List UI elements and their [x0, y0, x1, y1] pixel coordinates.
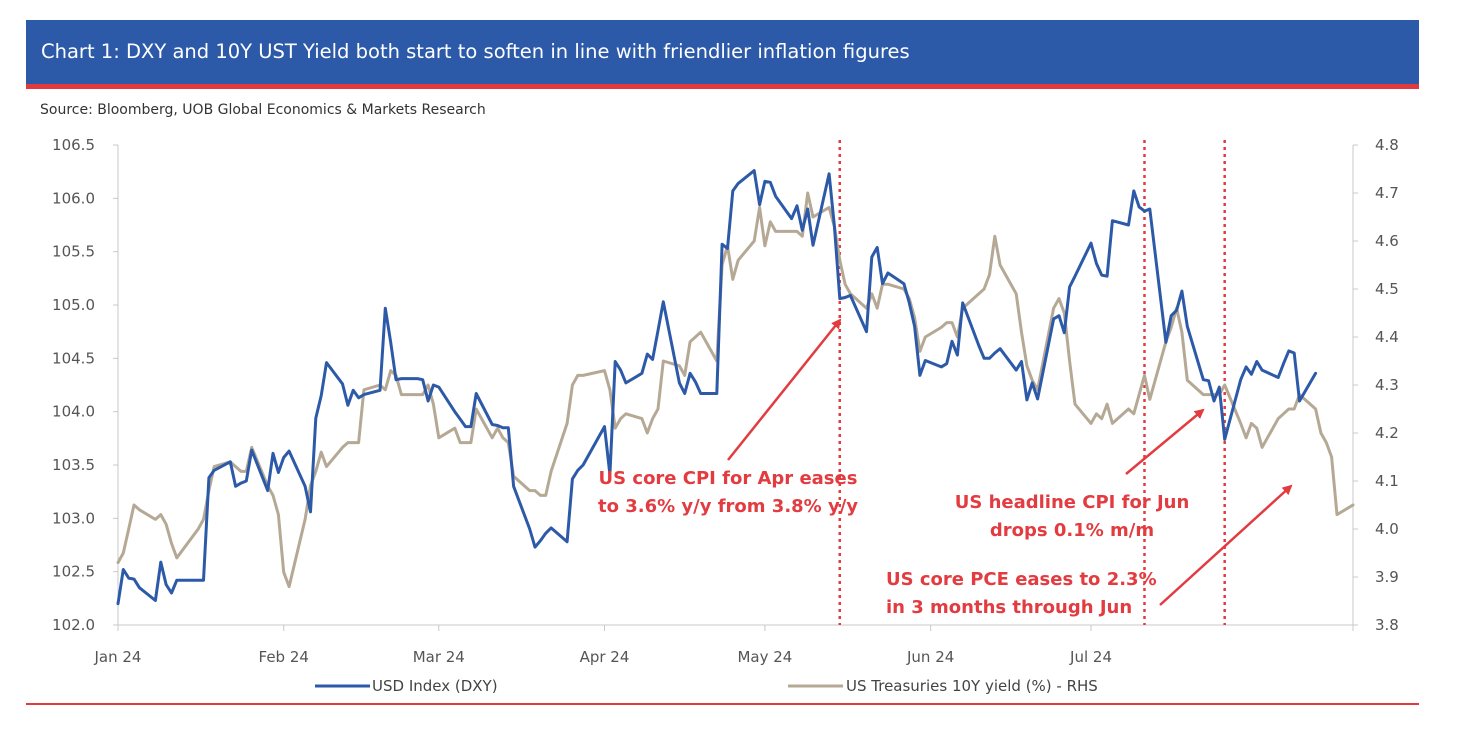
right-tick-label: 4.3: [1375, 376, 1399, 394]
dxy-line: [116, 169, 1318, 606]
title-banner: Chart 1: DXY and 10Y UST Yield both star…: [26, 20, 1419, 84]
x-tick-label: Feb 24: [259, 648, 309, 666]
x-tick-label: May 24: [737, 648, 792, 666]
x-tick-label: Jan 24: [94, 648, 142, 666]
legend-label-yield: US Treasuries 10Y yield (%) - RHS: [846, 677, 1098, 695]
right-tick-label: 4.0: [1375, 520, 1399, 538]
right-tick-label: 4.5: [1375, 280, 1399, 298]
x-tick-label: Mar 24: [413, 648, 465, 666]
right-tick-label: 4.8: [1375, 136, 1399, 154]
banner-underline: [26, 84, 1419, 89]
right-tick-label: 3.8: [1375, 616, 1399, 634]
left-tick-label: 103.5: [52, 456, 95, 474]
right-tick-label: 4.7: [1375, 184, 1399, 202]
left-tick-label: 102.5: [52, 563, 95, 581]
annotation-arrow: [1159, 484, 1293, 606]
annotation-arrow: [727, 318, 842, 461]
annotation-text: drops 0.1% m/m: [990, 520, 1154, 541]
left-tick-label: 103.0: [52, 509, 95, 527]
x-tick-label: Jul 24: [1069, 648, 1112, 666]
right-tick-label: 4.4: [1375, 328, 1399, 346]
left-tick-label: 104.5: [52, 349, 95, 367]
annotation-text: US core CPI for Apr eases: [599, 468, 858, 489]
annotation-text: US core PCE eases to 2.3%: [886, 569, 1157, 590]
legend: USD Index (DXY) US Treasuries 10Y yield (…: [315, 677, 1098, 695]
right-tick-label: 4.2: [1375, 424, 1399, 442]
annotation-text: US headline CPI for Jun: [955, 492, 1190, 513]
x-tick-label: Apr 24: [580, 648, 630, 666]
annotation-arrow: [1125, 408, 1205, 475]
axes: 102.0 102.5 103.0 103.5 104.0 104.5 105.0 105.5…: [52, 136, 1399, 666]
ust-10y-yield-line: [116, 191, 1355, 589]
bottom-rule: [26, 703, 1419, 705]
left-tick-label: 105.5: [52, 243, 95, 261]
left-tick-label: 104.0: [52, 403, 95, 421]
right-tick-label: 4.6: [1375, 232, 1399, 250]
annotations: US core CPI for Apr eases to 3.6% y/y fro…: [598, 468, 1189, 618]
annotation-text: to 3.6% y/y from 3.8% y/y: [598, 496, 858, 517]
annotation-text: in 3 months through Jun: [886, 597, 1132, 618]
source-note: Source: Bloomberg, UOB Global Economics …: [40, 102, 486, 118]
right-tick-label: 4.1: [1375, 472, 1399, 490]
right-tick-label: 3.9: [1375, 568, 1399, 586]
left-tick-label: 102.0: [52, 616, 95, 634]
left-tick-label: 105.0: [52, 296, 95, 314]
annotation-arrows: [727, 318, 1293, 606]
chart-title: Chart 1: DXY and 10Y UST Yield both star…: [41, 40, 910, 63]
left-tick-label: 106.5: [52, 136, 95, 154]
left-tick-label: 106.0: [52, 189, 95, 207]
series-lines: [116, 169, 1355, 606]
legend-label-dxy: USD Index (DXY): [372, 677, 498, 695]
x-tick-label: Jun 24: [906, 648, 954, 666]
